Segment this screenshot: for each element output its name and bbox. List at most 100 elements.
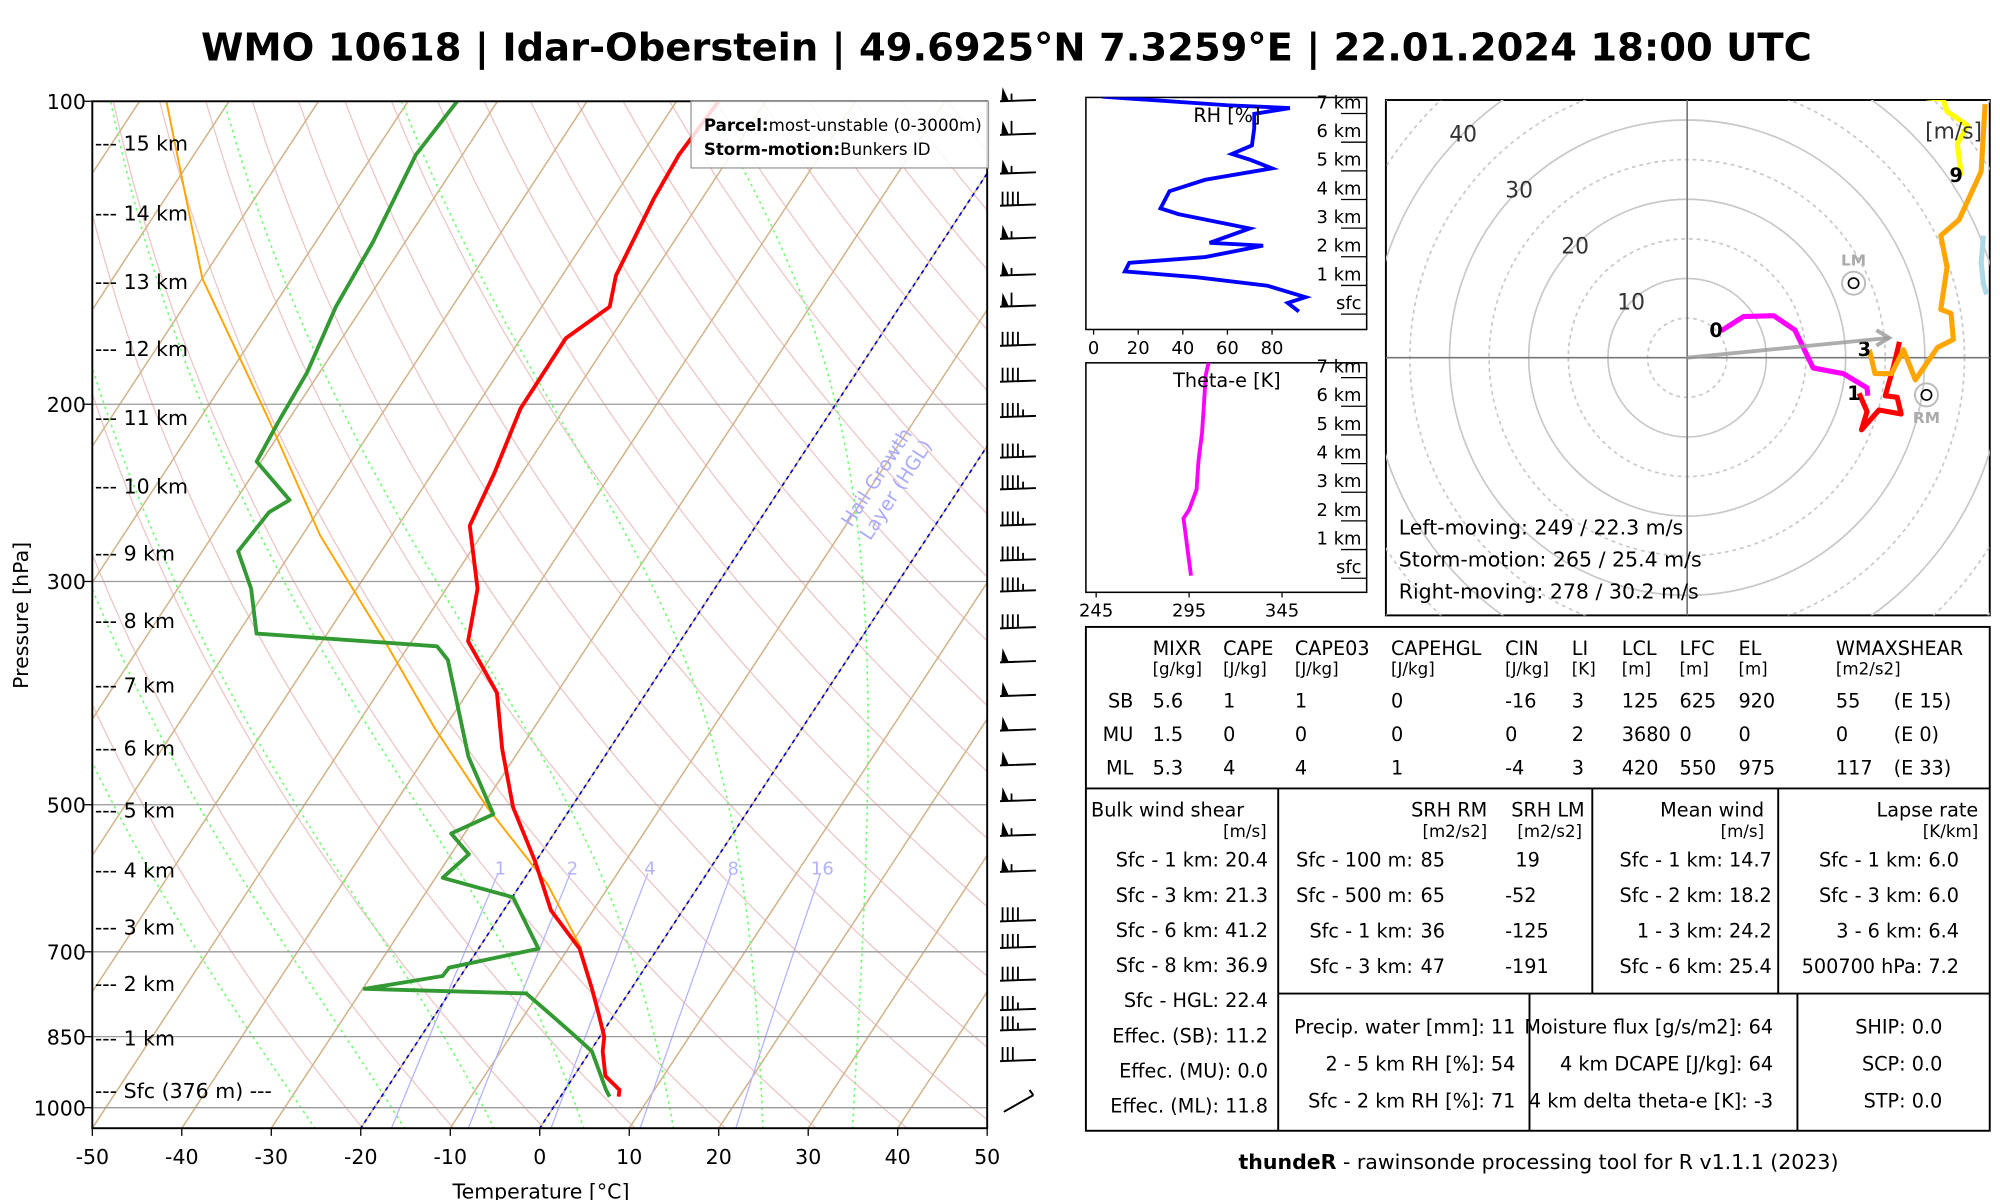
wind-barb (999, 120, 1036, 136)
param-units: [m2/s2] (1836, 659, 1901, 678)
temperature-tick-label: -40 (165, 1145, 198, 1169)
moisture-row: 2 - 5 km RH [%]: 54 (1325, 1053, 1515, 1076)
temperature-tick-label: 10 (616, 1145, 642, 1169)
dry-adiabat (92, 552, 455, 1129)
y-axis-label: Pressure [hPa] (9, 542, 33, 689)
hodograph-area: 10 20 30 40 0 1 3 9 LM RM [m/s] (1385, 100, 1990, 616)
wind-barb (999, 261, 1036, 277)
dry-adiabat (297, 101, 988, 1049)
bulk-shear-row: Effec. (ML): 11.8 (1110, 1095, 1268, 1118)
storm-motion-arrow (1686, 335, 1890, 360)
bunkers-marker (1841, 270, 1867, 296)
hodograph-ring-label: 30 (1505, 178, 1533, 203)
wind-barb (999, 857, 1036, 873)
param-value: 4 (1223, 756, 1235, 779)
flux-row: 4 km delta theta-e [K]: -3 (1529, 1090, 1773, 1113)
mixing-ratio-label: 4 (644, 859, 655, 880)
param-units: [J/kg] (1391, 659, 1435, 678)
param-value: 4 (1295, 756, 1307, 779)
wind-barb (999, 1047, 1036, 1063)
isotherm (270, 101, 946, 1129)
param-value: -16 (1505, 690, 1536, 713)
param-value: 5.6 (1153, 690, 1184, 713)
parameter-table (1084, 625, 1991, 1132)
moist-adiabat (92, 365, 495, 1129)
isotherm (92, 101, 499, 721)
thetae-profile-height-label: sfc (1336, 557, 1362, 578)
dewpoint-curve (236, 101, 612, 1098)
rh-profile-tick-label: 20 (1127, 338, 1150, 359)
rh-profile-height-label: sfc (1336, 293, 1362, 314)
wind-barb-flag (1001, 87, 1009, 102)
wind-barb-flag (1001, 716, 1009, 731)
mixing-ratio-line (735, 873, 822, 1129)
thetae-profile-tick-label: 295 (1172, 601, 1206, 622)
param-value: 975 (1738, 756, 1775, 779)
flux-row: 4 km DCAPE [J/kg]: 64 (1560, 1053, 1773, 1076)
wind-barb (999, 292, 1036, 308)
lapse-rate-row: 3 - 6 km: 6.4 (1836, 919, 1959, 942)
wind-barb (999, 224, 1036, 240)
wind-barb-flag (1001, 857, 1009, 872)
mean-wind-row: Sfc - 6 km: 25.4 (1620, 955, 1772, 978)
param-value: 5.3 (1153, 756, 1184, 779)
hail-growth-isotherm (359, 171, 988, 1129)
isotherm (92, 101, 230, 312)
bulk-shear-units: [m/s] (1223, 822, 1267, 841)
temperature-tick-label: 50 (974, 1145, 1000, 1169)
height-label: --- 14 km (95, 201, 188, 225)
thetae-profile-height-label: 3 km (1317, 471, 1362, 492)
hodograph-height-label: 1 (1847, 382, 1860, 405)
rh-profile-height-label: 7 km (1317, 92, 1362, 113)
rh-profile-height-label: 3 km (1317, 207, 1362, 228)
isotherm (717, 717, 988, 1129)
srh-lm-units: [m2/s2] (1517, 822, 1582, 841)
srh-row-label: Sfc - 100 m: (1296, 849, 1413, 872)
isotherm (92, 101, 588, 857)
wind-barb (999, 907, 1036, 923)
param-value: 3680 (1622, 723, 1671, 746)
dry-adiabat (112, 101, 727, 1129)
hodograph-segment (1978, 235, 1990, 296)
param-units: [K] (1572, 659, 1596, 678)
lapse-rate-row: Sfc - 3 km: 6.0 (1819, 884, 1959, 907)
param-value: 420 (1622, 756, 1659, 779)
srh-rm-title: SRH RM (1411, 799, 1487, 822)
param-row-label: ML (1106, 756, 1134, 779)
srh-rm-value: 36 (1421, 919, 1445, 942)
thetae-profile-area (1181, 362, 1211, 576)
bunkers-label: RM (1913, 409, 1940, 427)
composite-index-row: SHIP: 0.0 (1855, 1015, 1942, 1038)
wind-barb-staff (999, 1058, 1036, 1063)
legend-parcel-label: Parcel: (704, 116, 769, 135)
mixing-ratio-label: 16 (811, 859, 834, 880)
param-row-label: SB (1108, 690, 1133, 713)
rh-profile-height-label: 2 km (1317, 236, 1362, 257)
wind-barb (999, 546, 1036, 562)
footer-tool-name: thundeR (1238, 1150, 1336, 1174)
isotherm (538, 444, 988, 1129)
wind-barb (999, 191, 1036, 207)
wind-barb-flag (1001, 292, 1009, 307)
composite-index-row: SCP: 0.0 (1862, 1053, 1942, 1076)
param-value: 550 (1679, 756, 1716, 779)
wind-barb-flag (1001, 787, 1009, 802)
rh-profile-tick-label: 40 (1171, 338, 1194, 359)
hodograph-storm-text: Storm-motion: 265 / 25.4 m/s (1399, 548, 1702, 572)
wind-barb (999, 403, 1036, 419)
wind-barb-flag (1001, 821, 1009, 836)
param-value: 0 (1679, 723, 1691, 746)
moist-adiabat (400, 101, 764, 1129)
temperature-tick-label: -10 (434, 1145, 467, 1169)
param-value: -4 (1505, 756, 1524, 779)
srh-lm-value: -191 (1505, 955, 1549, 978)
temperature-tick-label: 20 (706, 1145, 732, 1169)
param-header: LCL (1622, 637, 1657, 660)
rh-profile-height-label: 5 km (1317, 150, 1362, 171)
param-value: 3 (1572, 690, 1584, 713)
hodograph-segment (1719, 313, 1871, 397)
height-label: --- 10 km (95, 474, 188, 498)
thetae-profile-height-label: 5 km (1317, 414, 1362, 435)
x-axis-label: Temperature [°C] (452, 1180, 630, 1200)
thetae-profile-height-label: 7 km (1317, 356, 1362, 377)
